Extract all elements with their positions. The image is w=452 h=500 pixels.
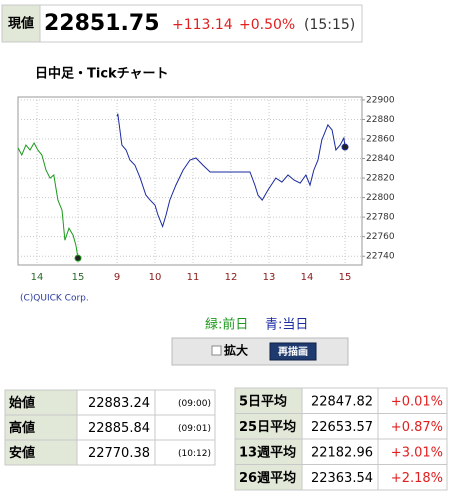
- y-tick-label: 22880: [366, 115, 395, 125]
- quote-change-pct: +0.50%: [239, 17, 295, 33]
- x-tick-label: 11: [187, 272, 200, 283]
- row-value: 22770.38: [88, 446, 150, 461]
- end-dot: [74, 254, 82, 262]
- quote-label: 現値: [8, 16, 34, 32]
- table-cell: [301, 413, 379, 440]
- checkbox-label[interactable]: 拡大: [224, 343, 248, 358]
- x-tick-label: 15: [72, 272, 85, 283]
- table-cell: [154, 389, 216, 416]
- table-cell: [377, 387, 448, 414]
- x-tick-label: 12: [225, 272, 238, 283]
- row-note: +3.01%: [391, 445, 443, 460]
- legend-entry: 青:当日: [265, 318, 308, 333]
- x-tick-label: 10: [149, 272, 162, 283]
- redraw-button[interactable]: [269, 342, 317, 361]
- x-tick-label: 15: [339, 272, 352, 283]
- table-cell: [301, 464, 379, 491]
- quote-time: (15:15): [304, 17, 355, 33]
- row-label: 始値: [9, 395, 35, 411]
- right-table: 5日平均 22847.82 +0.01% 25日平均 22653.57 +0.87% 13週…: [234, 387, 448, 491]
- price-line: [116, 113, 346, 229]
- x-tick-label: 13: [263, 272, 276, 283]
- row-label: 5日平均: [239, 393, 287, 409]
- table-cell: [4, 414, 78, 441]
- checkbox[interactable]: [211, 345, 222, 356]
- left-table: 始値 22883.24 (09:00) 高値 22885.84 (09:01) 安値 2277…: [4, 389, 216, 466]
- table-cell: [76, 389, 156, 416]
- row-value: 22363.54: [311, 471, 373, 486]
- y-tick-label: 22900: [366, 95, 395, 105]
- quote-change: +113.14: [172, 17, 233, 33]
- table-cell: [377, 438, 448, 465]
- row-value: 22653.57: [311, 420, 373, 435]
- row-label: 13週平均: [239, 444, 296, 460]
- row-note: +2.18%: [391, 471, 443, 486]
- table-cell: [377, 464, 448, 491]
- chart-title: 日中足・Tickチャート: [35, 66, 169, 82]
- credit: (C)QUICK Corp.: [20, 294, 89, 304]
- row-note: +0.87%: [391, 420, 443, 435]
- row-note: (10:12): [178, 449, 211, 459]
- end-dot: [341, 143, 349, 151]
- y-tick-label: 22860: [366, 135, 395, 145]
- legend-entry: 緑:前日: [205, 317, 248, 333]
- quote-label-box: [1, 4, 41, 43]
- row-value: 22883.24: [88, 396, 150, 411]
- row-note: +0.01%: [391, 394, 443, 409]
- table-cell: [377, 413, 448, 440]
- table-cell: [76, 439, 156, 466]
- x-tick-label: 14: [31, 272, 44, 283]
- row-value: 22885.84: [88, 421, 150, 436]
- quote-price: 22851.75: [44, 11, 160, 36]
- y-tick-label: 22840: [366, 154, 395, 164]
- row-label: 26週平均: [239, 470, 296, 486]
- row-value: 22182.96: [311, 445, 373, 460]
- y-tick-label: 22780: [366, 213, 395, 223]
- row-note: (09:01): [178, 424, 211, 434]
- table-cell: [154, 439, 216, 466]
- row-label: 25日平均: [239, 419, 296, 435]
- row-label: 安値: [9, 445, 35, 461]
- row-label: 高値: [9, 420, 35, 436]
- plot-area: [17, 96, 363, 266]
- table-cell: [234, 464, 303, 491]
- y-tick-label: 22800: [366, 193, 395, 203]
- x-tick-label: 14: [301, 272, 314, 283]
- y-tick-label: 22820: [366, 174, 395, 184]
- row-value: 22847.82: [311, 394, 373, 409]
- y-tick-label: 22760: [366, 232, 395, 242]
- quote-box: [1, 4, 363, 43]
- table-cell: [234, 387, 303, 414]
- table-cell: [154, 414, 216, 441]
- table-cell: [234, 413, 303, 440]
- control-box: [171, 337, 349, 366]
- y-tick-label: 22740: [366, 252, 395, 262]
- redraw-button-label[interactable]: 再描画: [278, 345, 308, 358]
- price-line: [17, 141, 79, 259]
- chart: 22740 22760 22780 22800 22820 22840 22860 22880…: [17, 95, 395, 283]
- x-tick-label: 9: [114, 272, 120, 283]
- table-cell: [301, 387, 379, 414]
- legend: 緑:前日 青:当日: [205, 317, 308, 333]
- row-note: (09:00): [178, 399, 211, 409]
